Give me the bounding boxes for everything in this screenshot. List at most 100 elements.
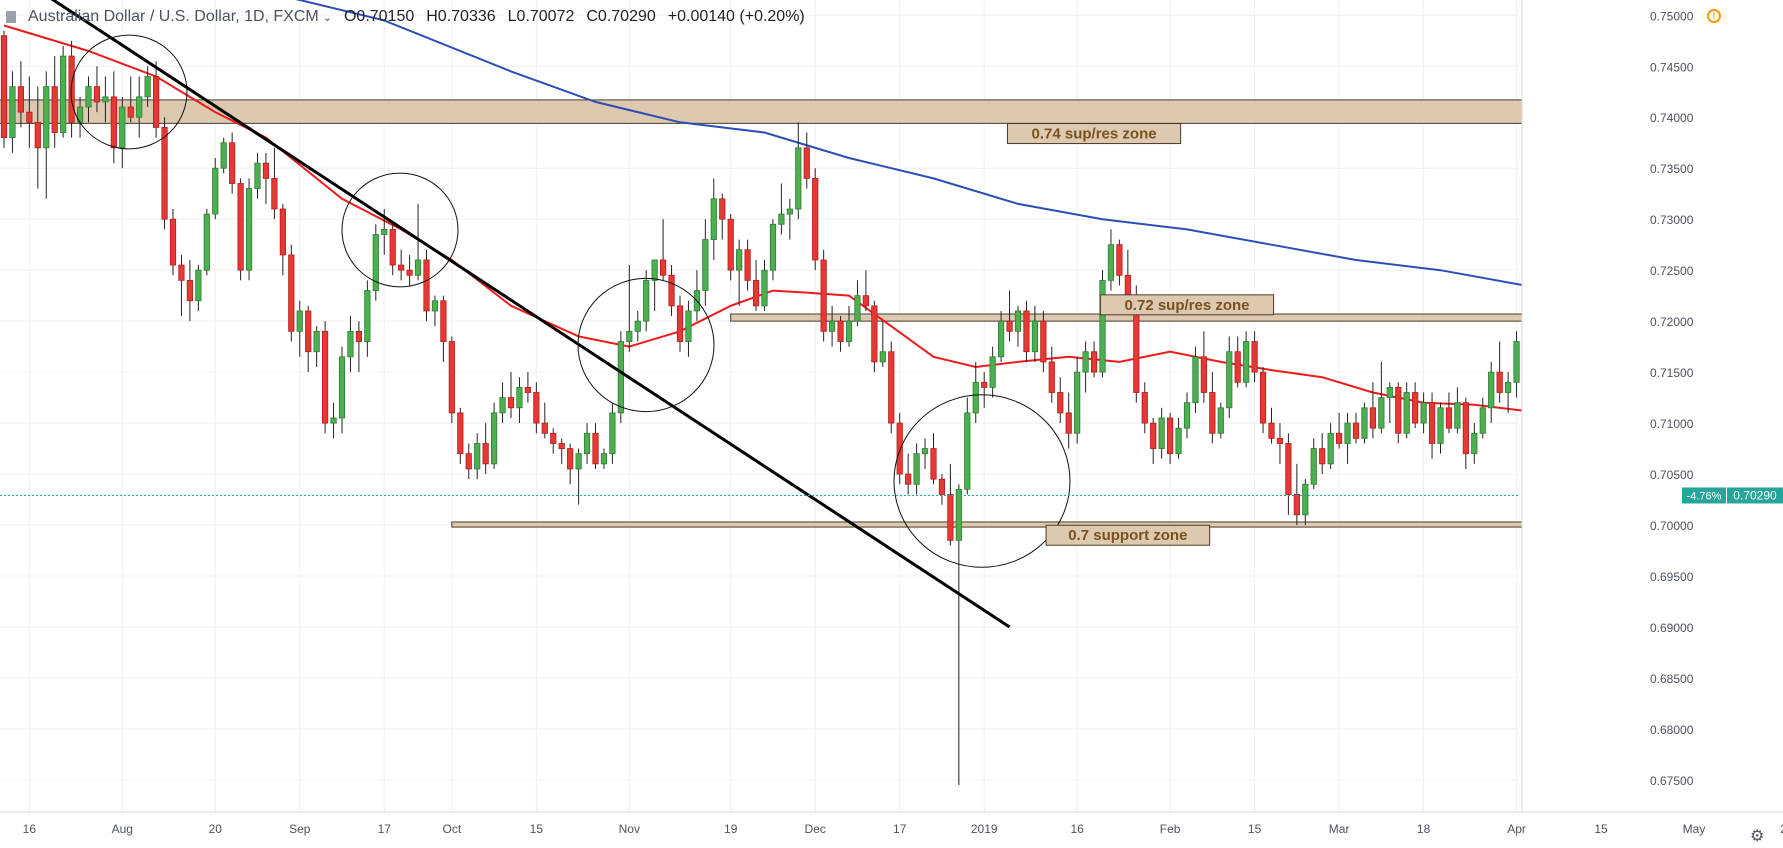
candle (1082, 341, 1089, 393)
candle-down (1259, 371, 1267, 424)
candle (761, 259, 768, 311)
candle (676, 295, 684, 352)
candle (313, 326, 320, 368)
candle (1513, 331, 1520, 398)
time-tick-label: Oct (443, 822, 462, 836)
candle (1243, 331, 1250, 388)
candle (279, 203, 286, 276)
candle-down (938, 478, 946, 495)
time-tick-label: 17 (378, 822, 392, 836)
candle-up (474, 443, 481, 470)
candle-up (1183, 402, 1191, 429)
candle-up (372, 234, 379, 291)
candle-down (482, 443, 489, 465)
candle-down (1462, 402, 1469, 455)
candle-up (414, 259, 422, 276)
price-axis[interactable]: 0.75000 0.74500 0.74000 0.73500 0.73000 0.725… (1521, 0, 1783, 848)
candle-down (1395, 387, 1402, 434)
chart-legend[interactable]: Australian Dollar / U.S. Dollar, 1D, FXC… (0, 0, 886, 34)
pct-badge-text: -4.76% (1687, 490, 1722, 502)
trendline (50, 0, 1011, 629)
price-tick-label: 0.70000 (1650, 519, 1694, 533)
candle (727, 214, 734, 281)
candle-down (507, 397, 515, 409)
candle (1141, 382, 1148, 434)
candle-up (1403, 392, 1410, 434)
alert-icon[interactable]: ! (1707, 9, 1721, 23)
candle-down (262, 162, 270, 179)
candle-up (1014, 310, 1022, 332)
candle (136, 76, 143, 138)
candle-down (355, 330, 363, 342)
candle (702, 219, 709, 306)
candle-up (1386, 387, 1393, 398)
candle-down (288, 254, 295, 332)
candle (110, 71, 117, 164)
candle-down (423, 259, 430, 312)
candle (178, 254, 185, 317)
candle (583, 423, 591, 464)
time-tick-label: 20 (209, 822, 223, 836)
candle (1150, 417, 1157, 464)
candle (1116, 239, 1123, 286)
candle-up (1488, 371, 1495, 409)
candle-up (845, 320, 853, 342)
candle-up (364, 290, 371, 342)
chart-grid (0, 0, 1695, 812)
candle-down (1352, 422, 1360, 439)
candle-down (1006, 320, 1013, 332)
candle (685, 300, 692, 357)
zone-rectangles[interactable] (0, 99, 1627, 528)
gear-icon[interactable]: ⚙ (1750, 828, 1765, 845)
candlesticks (0, 30, 1605, 785)
candle-down (727, 218, 734, 271)
symbol-title[interactable]: Australian Dollar / U.S. Dollar, 1D, FXC… (28, 8, 319, 25)
candle (1395, 382, 1402, 444)
candle (1336, 412, 1343, 449)
time-axis[interactable]: 16 Aug 20 Sep 17 Oct 15 Nov 19 Dec 17 2019 16 Feb 15 Ma… (0, 811, 1783, 848)
candle (0, 30, 8, 148)
candle (220, 137, 227, 174)
candle (1040, 310, 1047, 373)
candle (786, 198, 793, 240)
zone-labels[interactable]: 0.74 sup/res zone 0.72 sup/res zone 0.7 su… (1006, 123, 1275, 546)
candle (245, 178, 253, 281)
candle (271, 147, 278, 220)
candle-up (1310, 448, 1317, 485)
time-tick-label: 16 (1070, 822, 1084, 836)
candle (26, 76, 33, 148)
candle (643, 270, 650, 332)
candle-down (1496, 371, 1503, 393)
candle (85, 76, 92, 123)
time-tick-label: Feb (1160, 822, 1181, 836)
candle-down (752, 279, 760, 307)
time-tick-label: Nov (619, 822, 640, 836)
candle-up (1378, 397, 1385, 429)
candle-down (305, 310, 312, 353)
candle (795, 122, 802, 220)
candle-down (820, 259, 827, 332)
candle (1302, 479, 1309, 526)
candle (617, 331, 624, 424)
candle-down (169, 218, 177, 266)
candle-up (136, 96, 143, 118)
candle-up (1505, 381, 1512, 393)
candle (1293, 463, 1300, 526)
candle (1310, 438, 1317, 490)
candle (998, 310, 1005, 362)
drawing-annotations[interactable] (38, 0, 1651, 629)
time-tick-label: Sep (289, 822, 311, 836)
candle (372, 224, 379, 301)
time-tick-label: Aug (112, 822, 133, 836)
price-axis-bg (1522, 0, 1783, 848)
candle-up (1192, 356, 1199, 404)
candle (668, 265, 675, 317)
candle (1361, 402, 1368, 444)
candle-up (9, 86, 16, 139)
candle-up (499, 397, 506, 414)
candle (1428, 392, 1436, 459)
candle-up (1344, 422, 1351, 444)
candle (938, 474, 946, 505)
chevron-down-icon[interactable]: ⌄ (322, 11, 332, 24)
